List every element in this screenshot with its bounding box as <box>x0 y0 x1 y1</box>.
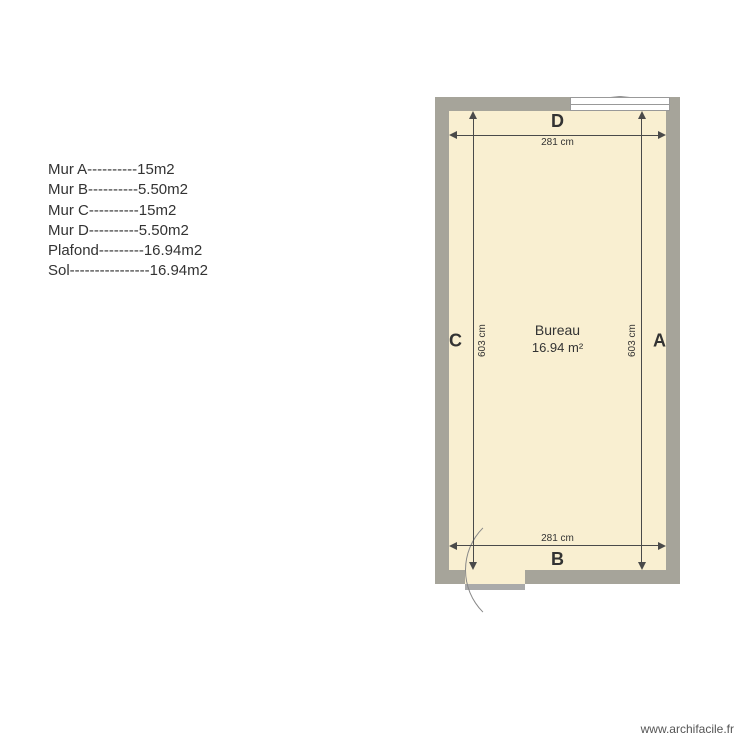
measurements-list: Mur A----------15m2 Mur B----------5.50m… <box>48 160 208 282</box>
arrow-icon <box>469 562 477 570</box>
floor-plan: D B C A 281 cm 281 cm 603 cm 603 cm Bure… <box>435 97 680 584</box>
measurement-line: Plafond---------16.94m2 <box>48 241 208 261</box>
arrow-icon <box>638 111 646 119</box>
measurement-line: Mur B----------5.50m2 <box>48 180 208 200</box>
measurement-line: Mur A----------15m2 <box>48 160 208 180</box>
measurement-line: Mur D----------5.50m2 <box>48 221 208 241</box>
measurement-line: Sol----------------16.94m2 <box>48 261 208 281</box>
window <box>570 97 670 111</box>
dim-line-top <box>457 135 658 136</box>
dim-bottom-label: 281 cm <box>435 533 680 544</box>
credit-label: www.archifacile.fr <box>641 722 734 736</box>
arrow-icon <box>469 111 477 119</box>
arrow-icon <box>638 562 646 570</box>
dim-top-label: 281 cm <box>435 137 680 148</box>
measurement-line: Mur C----------15m2 <box>48 201 208 221</box>
room-area: 16.94 m² <box>435 340 680 355</box>
dim-line-bottom <box>457 545 658 546</box>
door-arc <box>465 510 585 630</box>
room-name: Bureau <box>435 322 680 338</box>
